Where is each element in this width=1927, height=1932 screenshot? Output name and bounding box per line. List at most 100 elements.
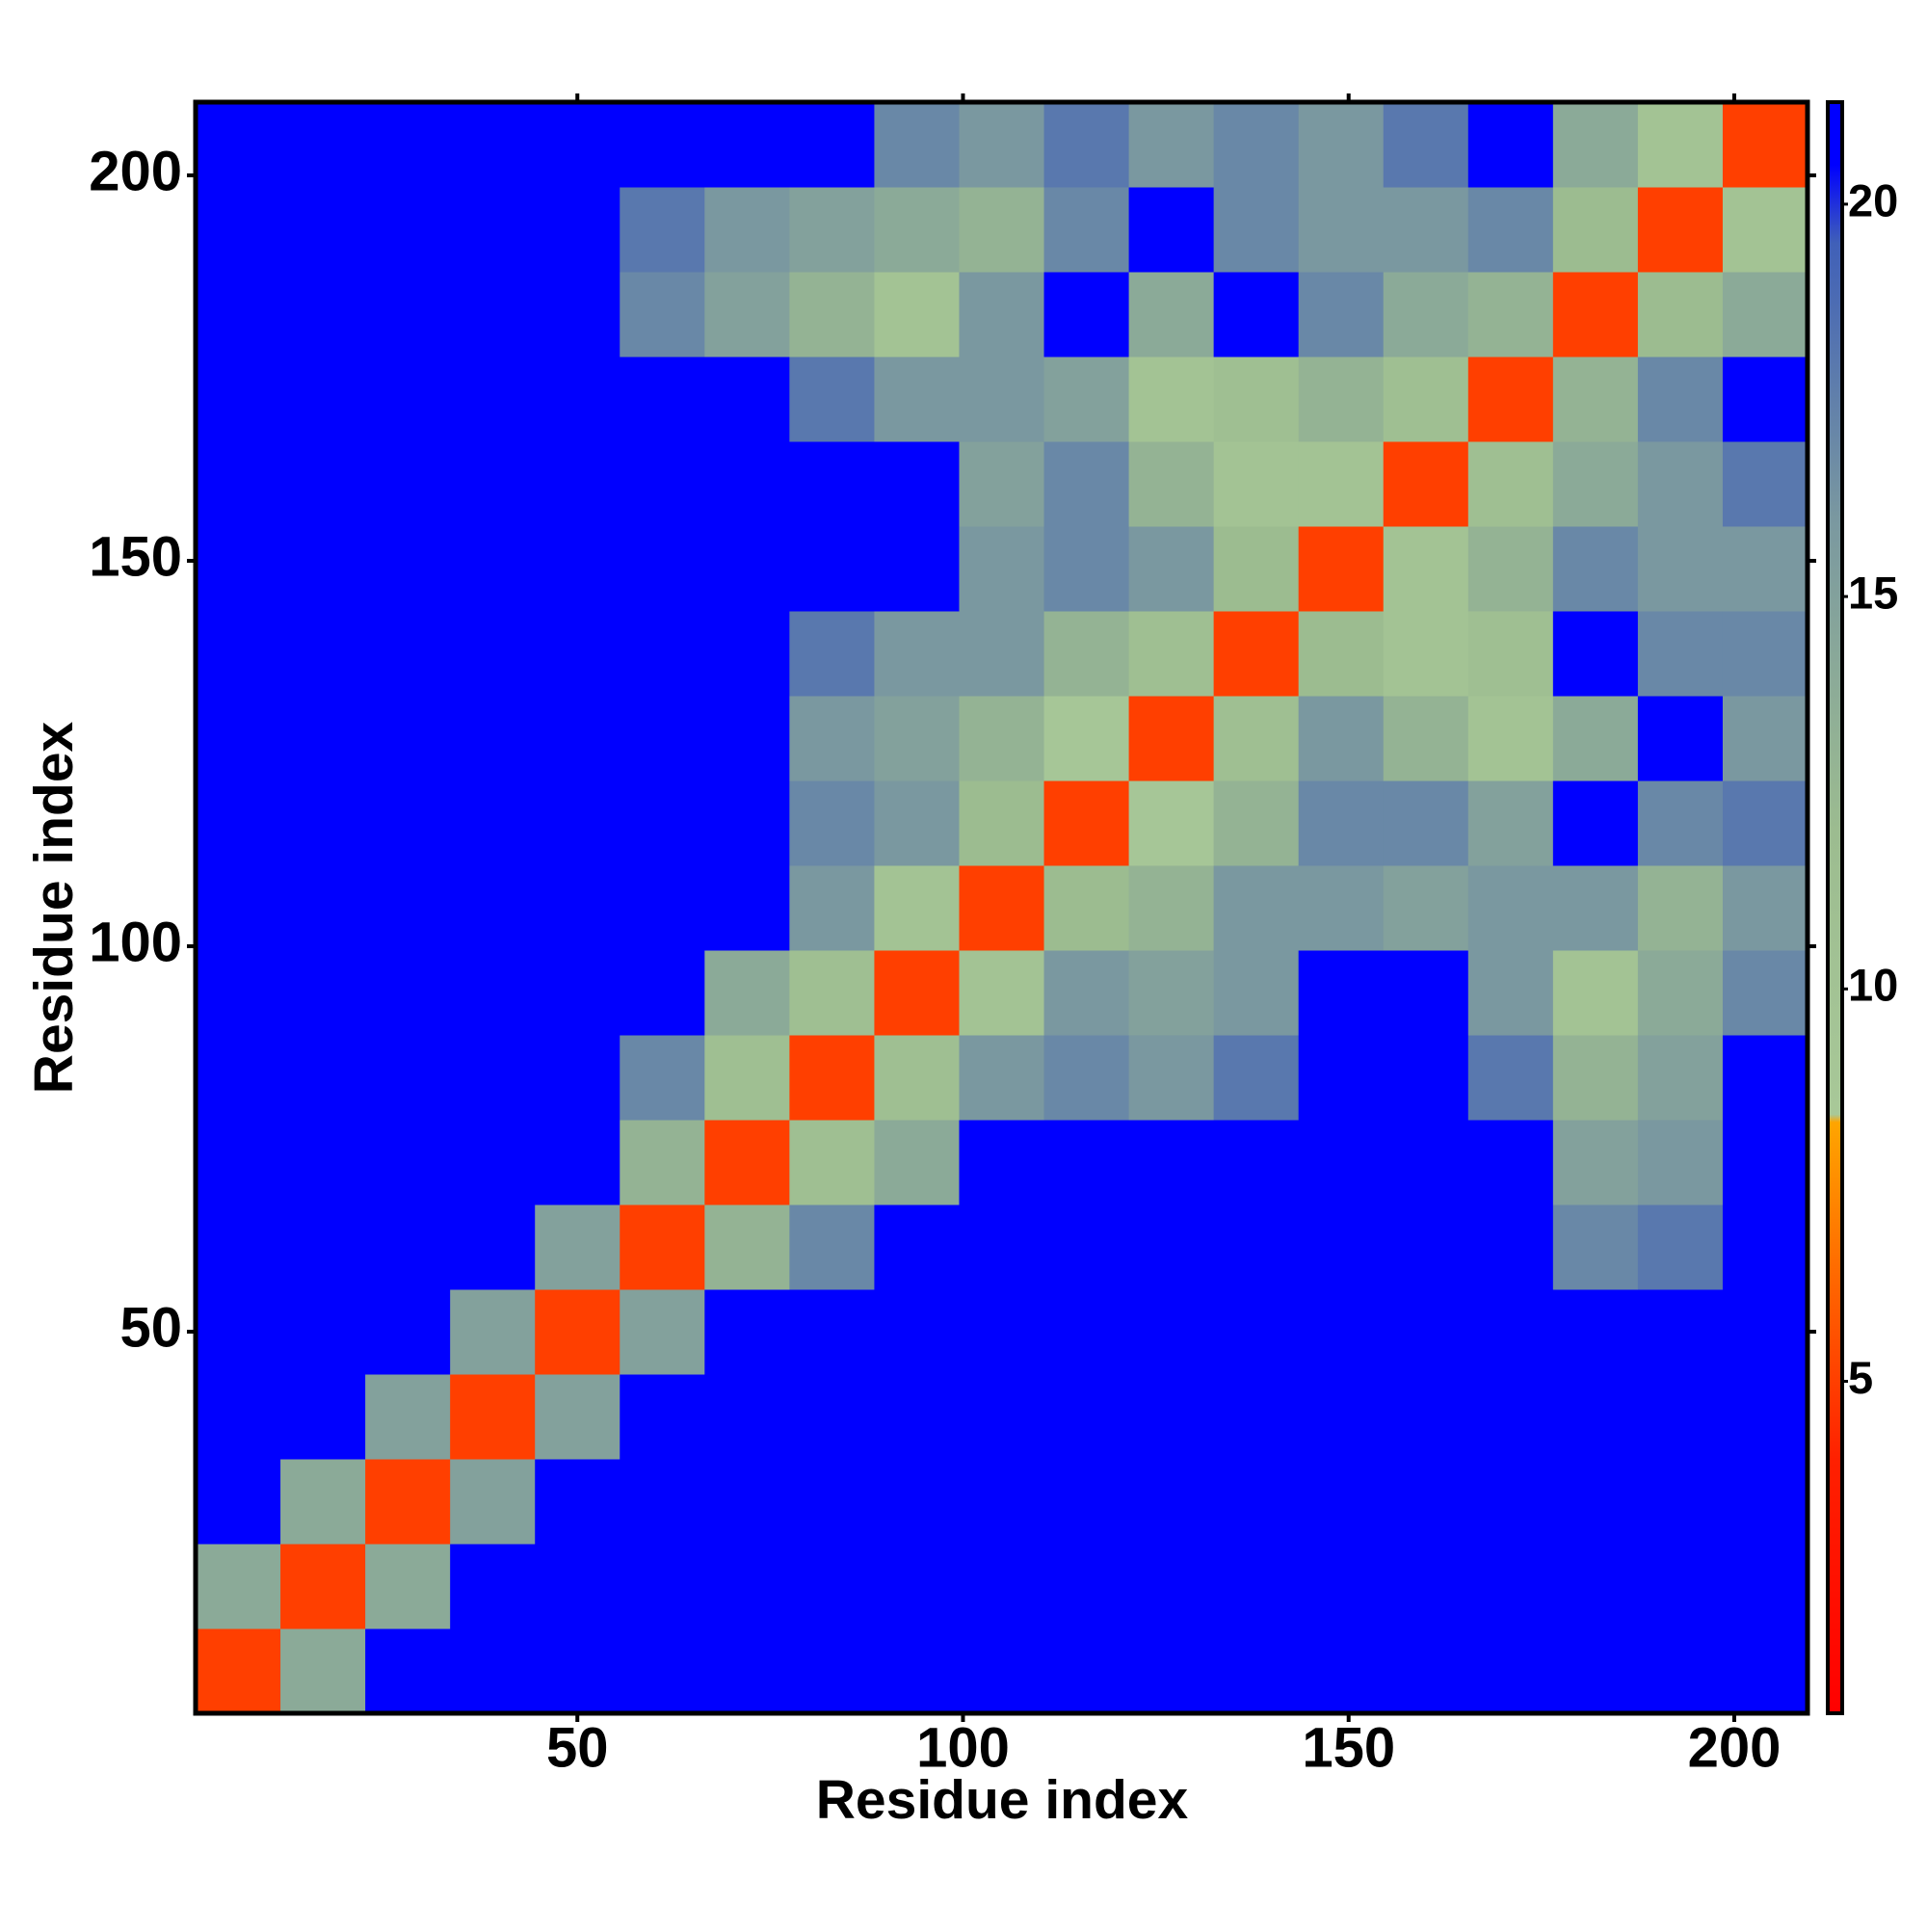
heatmap-cell <box>1128 1628 1215 1714</box>
heatmap-cell <box>1467 950 1554 1036</box>
heatmap-cell <box>280 611 366 697</box>
heatmap-cell <box>1552 950 1639 1036</box>
heatmap-cell <box>1043 1544 1130 1629</box>
heatmap-cell <box>450 781 536 866</box>
heatmap-cell <box>1128 950 1215 1036</box>
heatmap-cell <box>1213 1120 1300 1205</box>
heatmap-cell <box>620 272 705 357</box>
heatmap-cell <box>874 1289 960 1375</box>
heatmap-cell <box>1722 102 1808 188</box>
heatmap-cell <box>365 1628 451 1714</box>
heatmap-cell <box>874 611 960 697</box>
heatmap-cell <box>620 950 705 1036</box>
heatmap-cell <box>1213 611 1300 697</box>
heatmap-cell <box>1298 950 1385 1036</box>
heatmap-cell <box>1552 1374 1639 1460</box>
heatmap-cell <box>1722 781 1808 866</box>
heatmap-cell <box>1213 865 1300 951</box>
heatmap-cell <box>450 1374 536 1460</box>
heatmap-cell <box>365 865 451 951</box>
heatmap-cell <box>450 102 536 188</box>
heatmap-cell <box>789 272 875 357</box>
heatmap-cell <box>704 1374 790 1460</box>
heatmap-cell <box>1298 526 1385 612</box>
heatmap-cell <box>959 441 1045 527</box>
heatmap-cell <box>620 102 705 188</box>
heatmap-cell <box>620 1120 705 1205</box>
heatmap-cell <box>535 357 620 442</box>
heatmap-cell <box>1552 187 1639 273</box>
heatmap-cell <box>1722 950 1808 1036</box>
heatmap-cell <box>196 187 281 273</box>
heatmap-cell <box>1637 1628 1724 1714</box>
heatmap-cell <box>365 781 451 866</box>
heatmap-cell <box>1552 1120 1639 1205</box>
heatmap-cell <box>1128 526 1215 612</box>
heatmap-cell <box>1552 526 1639 612</box>
heatmap-cell <box>1552 1204 1639 1290</box>
heatmap-cell <box>1128 1459 1215 1545</box>
heatmap-cell <box>1383 1459 1469 1545</box>
heatmap-cell <box>1383 1628 1469 1714</box>
heatmap-cell <box>789 526 875 612</box>
heatmap-cell <box>959 611 1045 697</box>
heatmap-cell <box>1722 272 1808 357</box>
heatmap-cell <box>959 1544 1045 1629</box>
heatmap-cell <box>704 950 790 1036</box>
heatmap-cell <box>959 1120 1045 1205</box>
heatmap-cell <box>1467 441 1554 527</box>
heatmap-cell <box>1128 1035 1215 1121</box>
heatmap-cell <box>620 357 705 442</box>
heatmap-cell <box>1213 187 1300 273</box>
heatmap-cell <box>280 272 366 357</box>
heatmap-cell <box>1467 611 1554 697</box>
heatmap-cell <box>1298 1289 1385 1375</box>
heatmap-cell <box>1383 526 1469 612</box>
heatmap-cell <box>1637 1374 1724 1460</box>
heatmap-cell <box>535 611 620 697</box>
heatmap-cell <box>1637 1289 1724 1375</box>
heatmap-cell <box>1043 696 1130 781</box>
heatmap-cell <box>365 1289 451 1375</box>
heatmap-cell <box>1467 1544 1554 1629</box>
heatmap-cell <box>535 1374 620 1460</box>
heatmap-cell <box>704 1035 790 1121</box>
heatmap-cell <box>1552 272 1639 357</box>
heatmap-cell <box>789 1459 875 1545</box>
heatmap-cell <box>620 526 705 612</box>
heatmap-cell <box>450 865 536 951</box>
heatmap-cell <box>1128 611 1215 697</box>
heatmap-cell <box>1467 865 1554 951</box>
heatmap-cell <box>1722 696 1808 781</box>
heatmap-cell <box>450 1459 536 1545</box>
heatmap-cell <box>1552 781 1639 866</box>
heatmap-cell <box>874 696 960 781</box>
heatmap-cell <box>1043 357 1130 442</box>
heatmap-cell <box>874 1459 960 1545</box>
heatmap-cell <box>704 526 790 612</box>
heatmap-cell <box>1298 357 1385 442</box>
heatmap-cell <box>704 187 790 273</box>
heatmap-cell <box>1467 1628 1554 1714</box>
heatmap-cell <box>1128 187 1215 273</box>
heatmap-cell <box>620 1459 705 1545</box>
heatmap-cell <box>365 441 451 527</box>
heatmap-cell <box>1298 187 1385 273</box>
heatmap-cell <box>959 696 1045 781</box>
heatmap-cell <box>450 1120 536 1205</box>
heatmap-cell <box>1552 696 1639 781</box>
y-tick-label: 200 <box>89 140 182 202</box>
heatmap-cell <box>1383 1120 1469 1205</box>
heatmap-cell <box>1383 187 1469 273</box>
heatmap-cell <box>1637 441 1724 527</box>
heatmap-cell <box>1128 696 1215 781</box>
heatmap-cell <box>280 187 366 273</box>
heatmap-cell <box>789 1544 875 1629</box>
heatmap-cell <box>196 1628 281 1714</box>
heatmap-cell <box>1213 1374 1300 1460</box>
heatmap-cell <box>1383 1289 1469 1375</box>
heatmap-cell <box>535 865 620 951</box>
heatmap-cell <box>535 526 620 612</box>
colorbar-tick-label: 15 <box>1848 568 1898 619</box>
heatmap-cell <box>1213 1459 1300 1545</box>
